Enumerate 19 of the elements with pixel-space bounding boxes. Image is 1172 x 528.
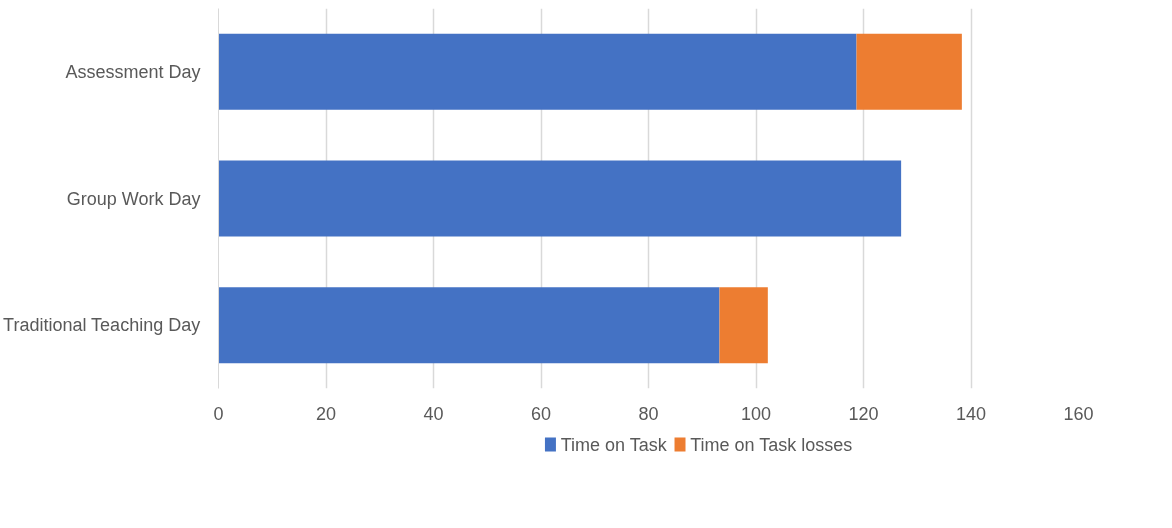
x-tick-label: 40	[423, 403, 444, 424]
bar	[218, 287, 720, 364]
bar	[218, 33, 857, 110]
x-tick-label: 20	[315, 403, 337, 424]
legend-label: Time on Task	[560, 434, 668, 455]
y-tick-label: Group Work Day	[66, 188, 201, 209]
x-tick-label: 60	[530, 403, 552, 424]
bar	[218, 160, 902, 237]
x-tick-label: 0	[213, 403, 224, 424]
bar	[856, 33, 962, 110]
y-tick-label: Assessment Day	[65, 61, 201, 82]
x-tick-label: 160	[1063, 403, 1094, 424]
x-tick-label: 80	[638, 403, 659, 424]
x-tick-label: 100	[740, 403, 772, 424]
x-tick-label: 120	[848, 403, 879, 424]
bar	[719, 287, 768, 364]
y-tick-label: Traditional Teaching Day	[3, 315, 201, 336]
x-tick-label: 140	[955, 403, 987, 424]
legend-label: Time on Task losses	[690, 434, 853, 455]
